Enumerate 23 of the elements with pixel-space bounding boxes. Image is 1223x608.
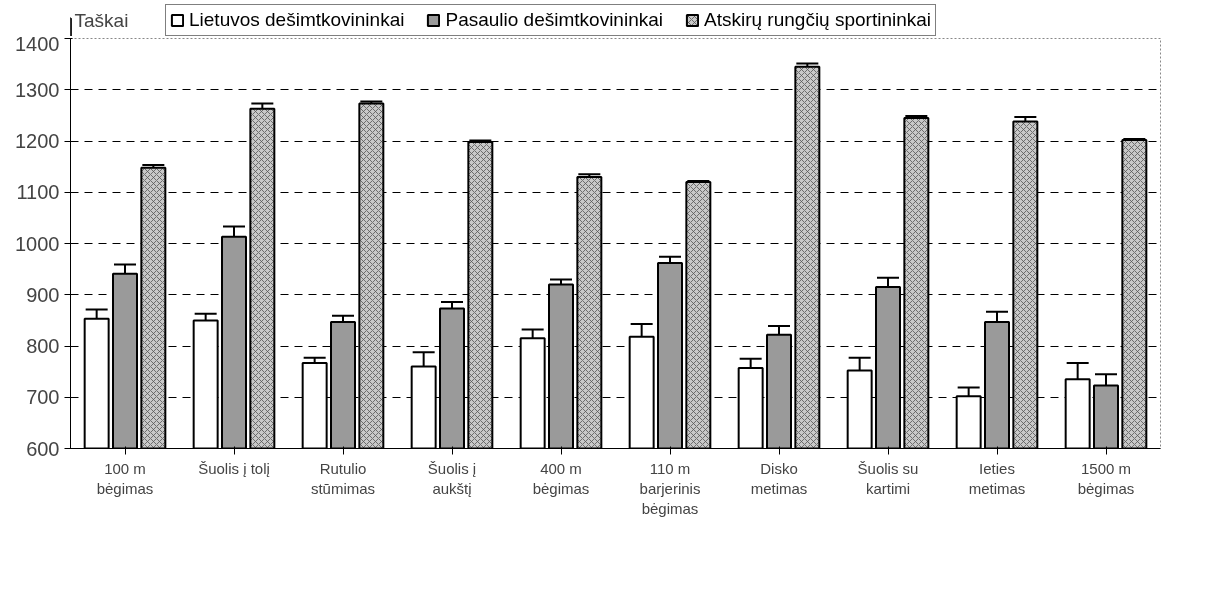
x-tick-label: 400 m bėgimas bbox=[532, 459, 590, 497]
legend-label: Atskirų rungčių sportininkai bbox=[704, 9, 932, 31]
legend-label: Lietuvos dešimtkovininkai bbox=[189, 9, 405, 31]
x-tick-label: Ieties metimas bbox=[968, 459, 1026, 497]
y-tick-label: 600 bbox=[26, 437, 60, 460]
x-tick-label: Šuolis į aukštį bbox=[427, 459, 477, 497]
y-tick-label: 700 bbox=[26, 386, 60, 409]
y-tick-label: 1400 bbox=[15, 32, 60, 55]
y-tick-label: 900 bbox=[26, 283, 60, 306]
x-tick-label: Šuolis į tolį bbox=[198, 459, 270, 477]
y-tick-label: 800 bbox=[26, 335, 60, 357]
y-axis-title: Taškai bbox=[74, 9, 129, 31]
legend-label: Pasaulio dešimtkovininkai bbox=[445, 9, 664, 31]
x-tick-label: Šuolis su kartimi bbox=[857, 459, 919, 497]
x-tick-label: Rutulio stūmimas bbox=[310, 459, 376, 497]
y-tick-label: 1300 bbox=[15, 78, 60, 101]
x-tick-label: 110 m barjerinis bėgimas bbox=[639, 459, 701, 518]
y-tick-label: 1200 bbox=[15, 130, 60, 152]
x-tick-label: Disko metimas bbox=[750, 459, 808, 497]
y-tick-label: 1100 bbox=[16, 181, 60, 204]
x-tick-label: 100 m bėgimas bbox=[96, 459, 154, 497]
y-tick-label: 1000 bbox=[15, 232, 60, 255]
x-tick-label: 1500 m bėgimas bbox=[1077, 459, 1135, 497]
